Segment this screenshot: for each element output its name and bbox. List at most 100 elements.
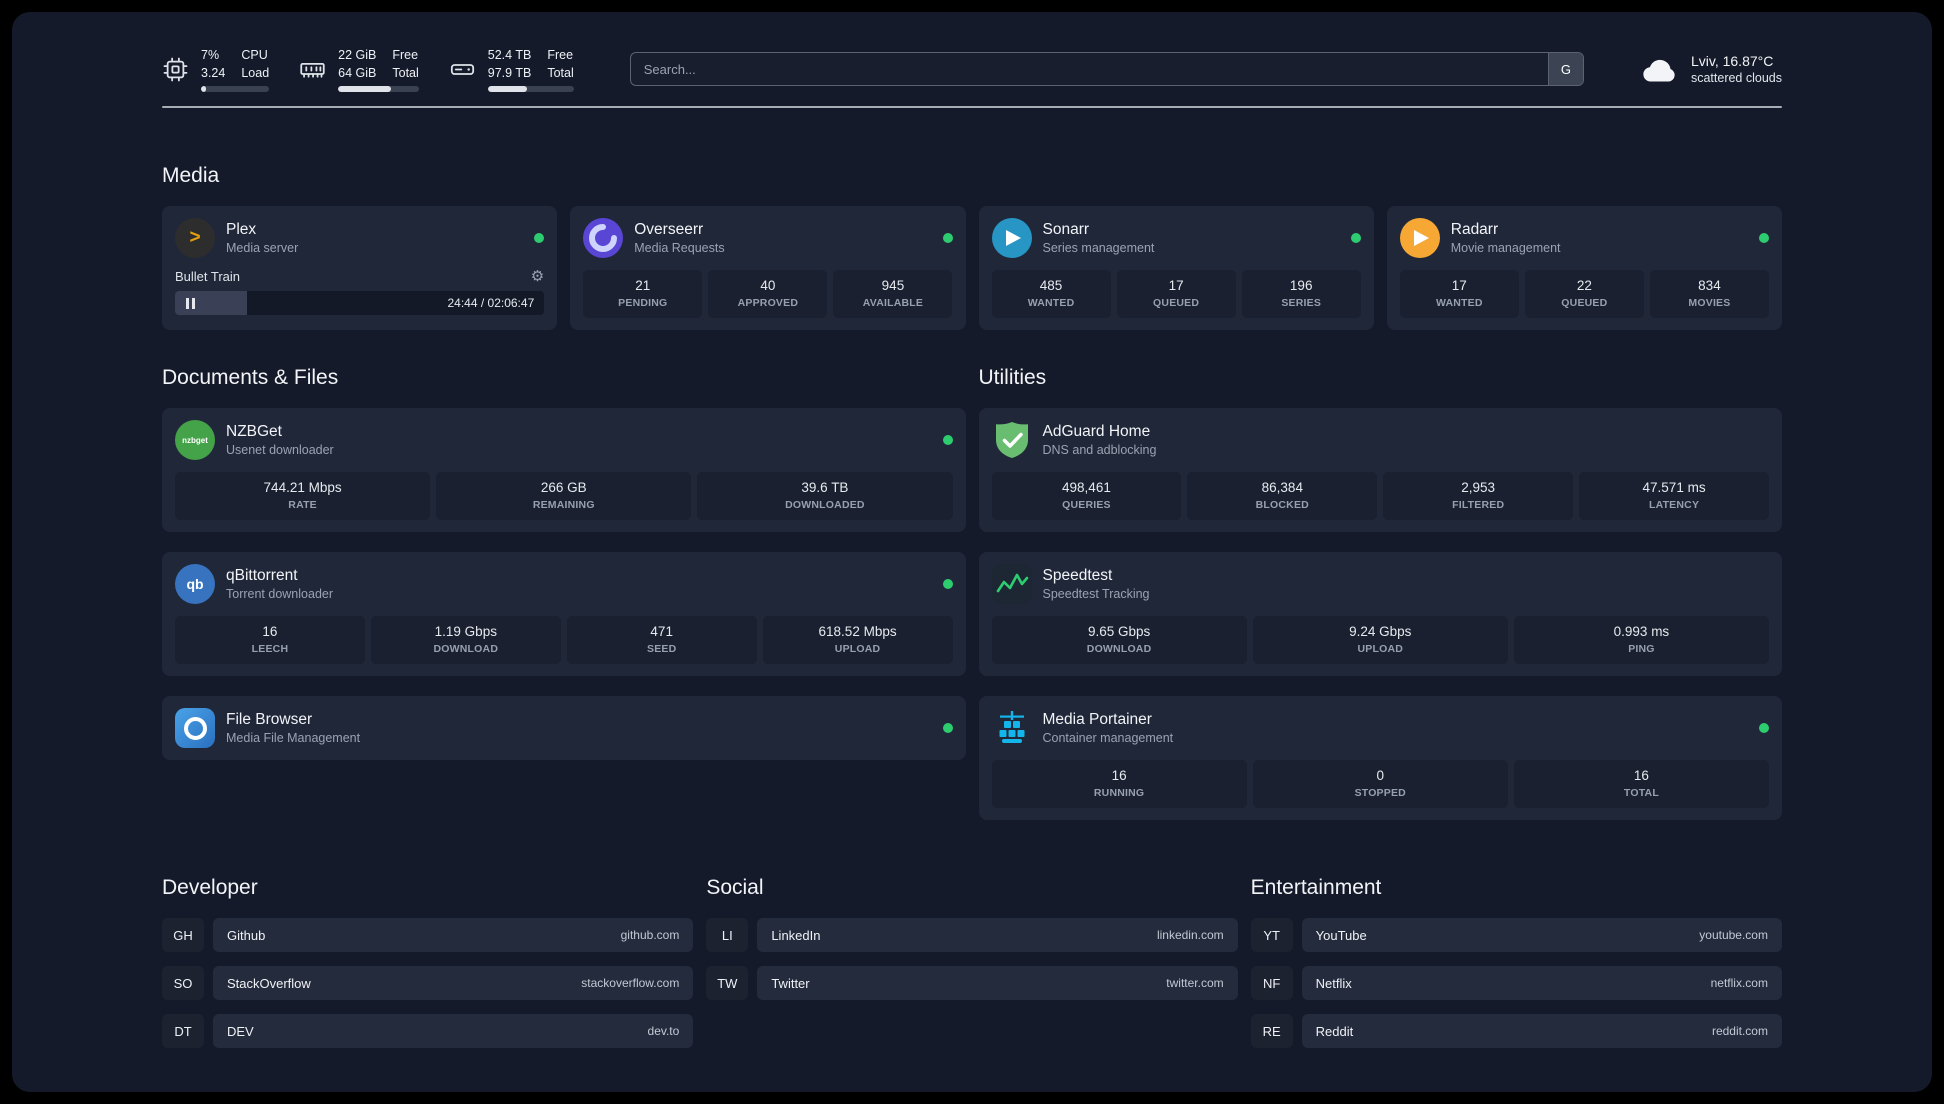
bookmark-group-developer: Developer GH Github github.com SO StackO… xyxy=(162,876,694,1062)
stat-running: 16 RUNNING xyxy=(991,760,1247,809)
card-header: File Browser Media File Management xyxy=(175,708,953,749)
now-playing-title: Bullet Train xyxy=(175,269,241,285)
stat-approved: 40 APPROVED xyxy=(708,270,828,319)
middle-columns: Documents & Files nzbget NZBGet Usenet d… xyxy=(162,366,1782,821)
stat-wanted: 17 WANTED xyxy=(1399,270,1519,319)
bookmark-url: dev.to xyxy=(647,1024,680,1039)
section-media: Media > Plex Media server Bullet Train ⚙ xyxy=(162,164,1782,331)
service-name: Overseerr xyxy=(634,221,704,239)
service-name: Plex xyxy=(226,221,257,239)
stat-blocked: 86,384 BLOCKED xyxy=(1187,472,1378,521)
service-subtitle: Series management xyxy=(1042,241,1155,256)
service-card-qbittorrent[interactable]: qb qBittorrent Torrent downloader 16 LEE… xyxy=(162,552,966,677)
bookmark-name: Twitter xyxy=(771,975,810,991)
stat-downloaded: 39.6 TB DOWNLOADED xyxy=(697,472,953,521)
service-card-speedtest[interactable]: Speedtest Speedtest Tracking 9.65 Gbps D… xyxy=(978,552,1782,677)
bookmark-url: stackoverflow.com xyxy=(581,976,680,991)
section-documents: Documents & Files nzbget NZBGet Usenet d… xyxy=(162,366,966,761)
service-card-overseerr[interactable]: Overseerr Media Requests 21 PENDING 40 A… xyxy=(570,206,966,331)
bookmark-youtube[interactable]: YT YouTube youtube.com xyxy=(1251,918,1782,953)
radarr-icon xyxy=(1399,218,1440,259)
service-name: qBittorrent xyxy=(226,567,298,585)
stat-leech: 16 LEECH xyxy=(175,616,365,665)
bookmark-dev[interactable]: DT DEV dev.to xyxy=(162,1014,694,1049)
bookmark-name: DEV xyxy=(227,1023,254,1039)
service-card-radarr[interactable]: Radarr Movie management 17 WANTED 22 QUE… xyxy=(1386,206,1782,331)
search-input[interactable] xyxy=(629,52,1584,87)
card-header: nzbget NZBGet Usenet downloader xyxy=(175,420,953,461)
stat-rate: 744.21 Mbps RATE xyxy=(175,472,431,521)
service-card-portainer[interactable]: Media Portainer Container management 16 … xyxy=(978,696,1782,821)
search-engine-button[interactable]: G xyxy=(1547,53,1583,86)
service-card-sonarr[interactable]: Sonarr Series management 485 WANTED 17 Q… xyxy=(978,206,1374,331)
disk-free-value: 52.4 TB xyxy=(487,48,532,62)
bookmark-url: github.com xyxy=(620,928,680,943)
bookmark-url: netflix.com xyxy=(1710,976,1768,991)
service-subtitle: DNS and adblocking xyxy=(1042,443,1157,458)
service-card-adguard[interactable]: AdGuard Home DNS and adblocking 498,461 … xyxy=(978,408,1782,533)
service-subtitle: Media server xyxy=(226,241,299,256)
bookmark-twitter[interactable]: TW Twitter twitter.com xyxy=(706,966,1238,1001)
bookmark-name: LinkedIn xyxy=(771,927,821,943)
bookmark-netflix[interactable]: NF Netflix netflix.com xyxy=(1251,966,1782,1001)
stat-latency: 47.571 ms LATENCY xyxy=(1579,472,1769,521)
disk-total-label: Total xyxy=(547,66,574,81)
weather-location-temp: Lviv, 16.87°C xyxy=(1690,53,1774,70)
topbar: 7% 3.24 CPU Load xyxy=(162,46,1782,93)
service-card-filebrowser[interactable]: File Browser Media File Management xyxy=(162,696,966,761)
cpu-usage-bar xyxy=(201,86,270,93)
gear-icon[interactable]: ⚙ xyxy=(530,268,545,286)
service-card-nzbget[interactable]: nzbget NZBGet Usenet downloader 744.21 M… xyxy=(162,408,966,533)
section-title-entertainment: Entertainment xyxy=(1250,876,1382,900)
stat-upload: 9.24 Gbps UPLOAD xyxy=(1252,616,1508,665)
qbittorrent-icon: qb xyxy=(175,564,215,605)
service-subtitle: Container management xyxy=(1042,731,1174,746)
card-header: Sonarr Series management xyxy=(991,218,1361,259)
service-name: Sonarr xyxy=(1042,221,1090,239)
bookmark-linkedin[interactable]: LI LinkedIn linkedin.com xyxy=(706,918,1238,953)
bookmark-stackoverflow[interactable]: SO StackOverflow stackoverflow.com xyxy=(162,966,694,1001)
bookmark-url: linkedin.com xyxy=(1156,928,1224,943)
card-header: Speedtest Speedtest Tracking xyxy=(991,564,1770,605)
disk-monitor: 52.4 TB 97.9 TB Free Total xyxy=(449,46,574,93)
weather-widget[interactable]: Lviv, 16.87°C scattered clouds xyxy=(1640,52,1782,86)
ram-usage-bar xyxy=(338,86,419,93)
service-subtitle: Media File Management xyxy=(226,731,361,746)
playback-time: 24:44 / 02:06:47 xyxy=(447,296,535,311)
cpu-load-label: Load xyxy=(241,66,270,81)
stat-queued: 22 QUEUED xyxy=(1524,270,1644,319)
bookmark-abbr: LI xyxy=(706,918,748,952)
bookmark-abbr: RE xyxy=(1251,1014,1293,1048)
cpu-percent: 7% xyxy=(201,48,220,62)
bookmarks-area: Developer GH Github github.com SO StackO… xyxy=(162,876,1782,1062)
dashboard-page: 7% 3.24 CPU Load xyxy=(12,12,1932,1092)
pause-icon[interactable] xyxy=(186,297,195,309)
stat-seed: 471 SEED xyxy=(566,616,757,665)
service-name: NZBGet xyxy=(226,423,282,441)
bookmark-abbr: TW xyxy=(706,966,748,1000)
portainer-icon xyxy=(992,708,1032,748)
disk-readout: 52.4 TB 97.9 TB Free Total xyxy=(487,46,574,93)
bookmark-name: Github xyxy=(227,927,266,943)
bookmark-abbr: SO xyxy=(162,966,204,1000)
playback-progress-bar[interactable]: 24:44 / 02:06:47 xyxy=(175,291,545,316)
stat-remaining: 266 GB REMAINING xyxy=(436,472,692,521)
bookmark-url: twitter.com xyxy=(1166,976,1224,991)
bookmark-reddit[interactable]: RE Reddit reddit.com xyxy=(1251,1014,1782,1049)
service-name: Radarr xyxy=(1450,221,1499,239)
status-dot xyxy=(942,723,953,734)
stat-series: 196 SERIES xyxy=(1241,270,1361,319)
ram-monitor: 22 GiB 64 GiB Free Total xyxy=(299,46,419,93)
bookmark-abbr: YT xyxy=(1251,918,1293,952)
card-header: Radarr Movie management xyxy=(1399,218,1769,259)
bookmark-abbr: DT xyxy=(162,1014,204,1048)
service-subtitle: Movie management xyxy=(1450,241,1561,256)
bookmark-github[interactable]: GH Github github.com xyxy=(162,918,694,953)
stat-available: 945 AVAILABLE xyxy=(833,270,953,319)
cpu-load-value: 3.24 xyxy=(201,66,226,81)
card-header: Media Portainer Container management xyxy=(992,708,1769,748)
service-card-plex[interactable]: > Plex Media server Bullet Train ⚙ 24:44… xyxy=(162,206,558,331)
ram-total-value: 64 GiB xyxy=(338,66,377,81)
status-dot xyxy=(942,233,953,244)
stat-wanted: 485 WANTED xyxy=(991,270,1111,319)
